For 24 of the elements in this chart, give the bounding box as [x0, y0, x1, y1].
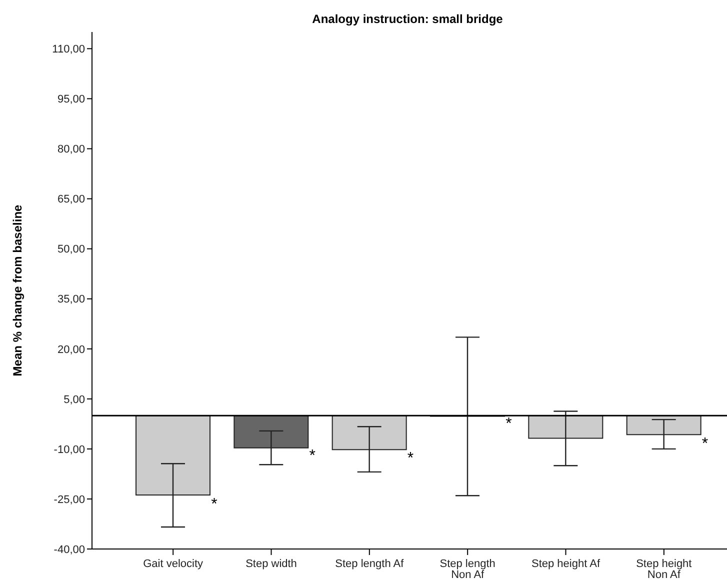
annotation: * — [309, 447, 316, 464]
x-tick-label: Step height Non Af — [636, 558, 692, 581]
y-tick-label: 35,00 — [57, 294, 85, 306]
y-tick-label: 20,00 — [57, 344, 85, 356]
y-tick-label: 5,00 — [64, 394, 85, 406]
y-tick-label: 95,00 — [57, 94, 85, 106]
y-tick-label: 50,00 — [57, 244, 85, 256]
annotation: * — [211, 496, 218, 513]
y-tick-label: -25,00 — [54, 494, 85, 506]
x-tick-label: Step length Non Af — [440, 558, 496, 581]
y-tick-label: 65,00 — [57, 194, 85, 206]
y-tick-label: 110,00 — [52, 44, 85, 56]
x-tick-label: Gait velocity — [143, 558, 204, 570]
y-tick-label: -10,00 — [54, 444, 85, 456]
chart-title: Analogy instruction: small bridge — [311, 11, 504, 28]
y-tick-label: 80,00 — [57, 144, 85, 156]
y-tick-label: -40,00 — [54, 544, 85, 556]
x-tick-label: Step width — [246, 558, 297, 570]
annotation: * — [506, 415, 512, 432]
y-axis-title: Mean % change from baseline — [10, 204, 24, 376]
annotation: * — [702, 435, 708, 452]
x-tick-label: Step length Af — [335, 558, 405, 570]
annotation: * — [407, 450, 414, 467]
x-tick-label: Step height Af — [532, 558, 601, 570]
